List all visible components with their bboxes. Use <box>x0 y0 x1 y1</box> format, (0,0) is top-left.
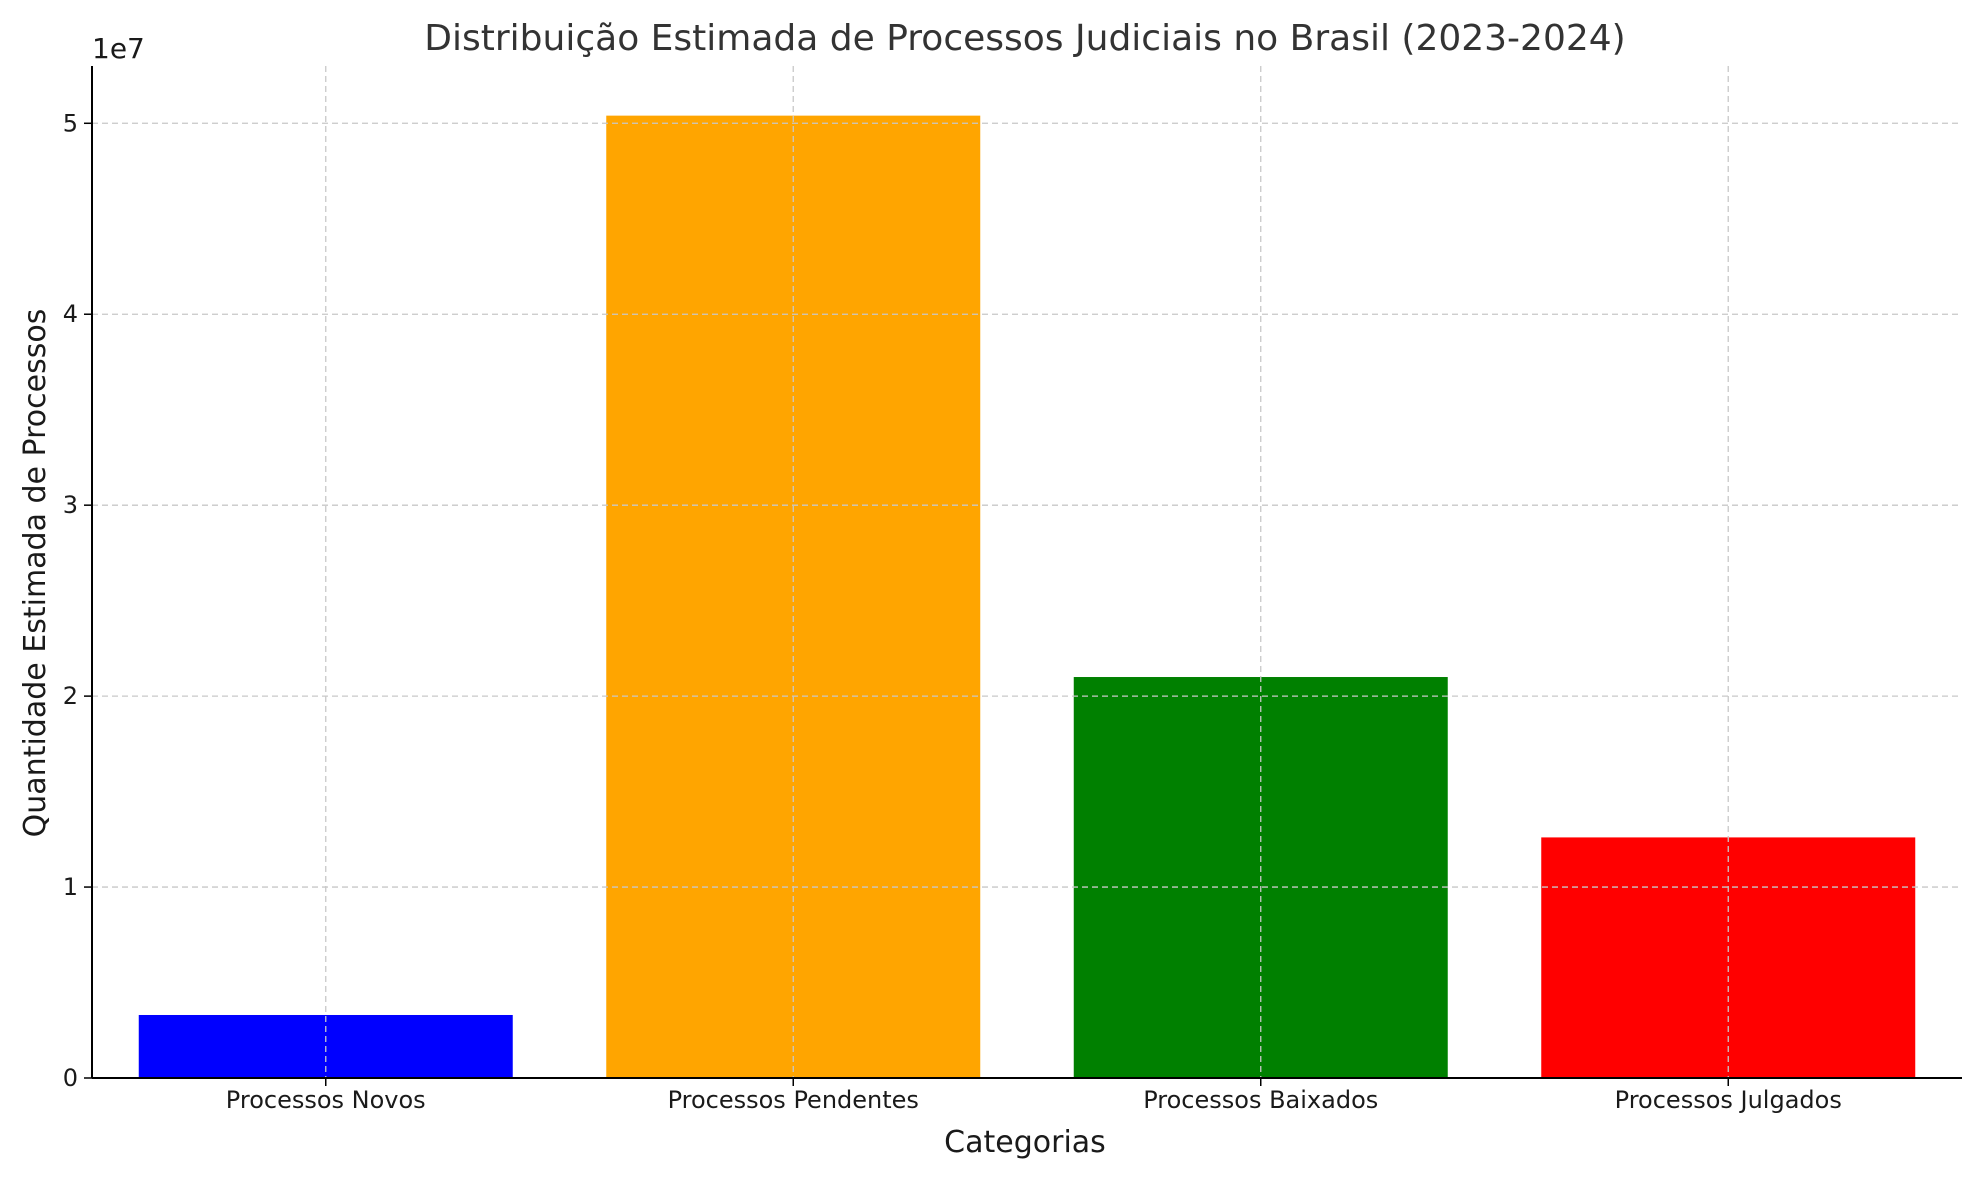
y-axis-offset-label: 1e7 <box>92 32 145 65</box>
x-ticks: Processos Novos Processos Pendentes Proces… <box>226 1078 1842 1114</box>
y-tick-label: 3 <box>63 491 78 519</box>
axes <box>91 66 1962 1079</box>
x-tick-label: Processos Novos <box>226 1086 426 1114</box>
x-tick-label: Processos Julgados <box>1615 1086 1842 1114</box>
y-ticks: 0 1 2 3 4 5 <box>63 109 92 1092</box>
gridlines <box>92 66 1962 1078</box>
y-tick-label: 5 <box>63 109 78 137</box>
x-axis-label: Categorias <box>944 1125 1106 1160</box>
x-tick-label: Processos Baixados <box>1143 1086 1378 1114</box>
y-tick-label: 2 <box>63 682 78 710</box>
y-tick-label: 1 <box>63 873 78 901</box>
x-tick-label: Processos Pendentes <box>668 1086 919 1114</box>
chart-title: Distribuição Estimada de Processos Judic… <box>424 18 1625 59</box>
y-axis-label: Quantidade Estimada de Processos <box>18 309 53 838</box>
y-tick-label: 0 <box>63 1064 78 1092</box>
y-tick-label: 4 <box>63 300 78 328</box>
bars <box>138 115 1916 1079</box>
